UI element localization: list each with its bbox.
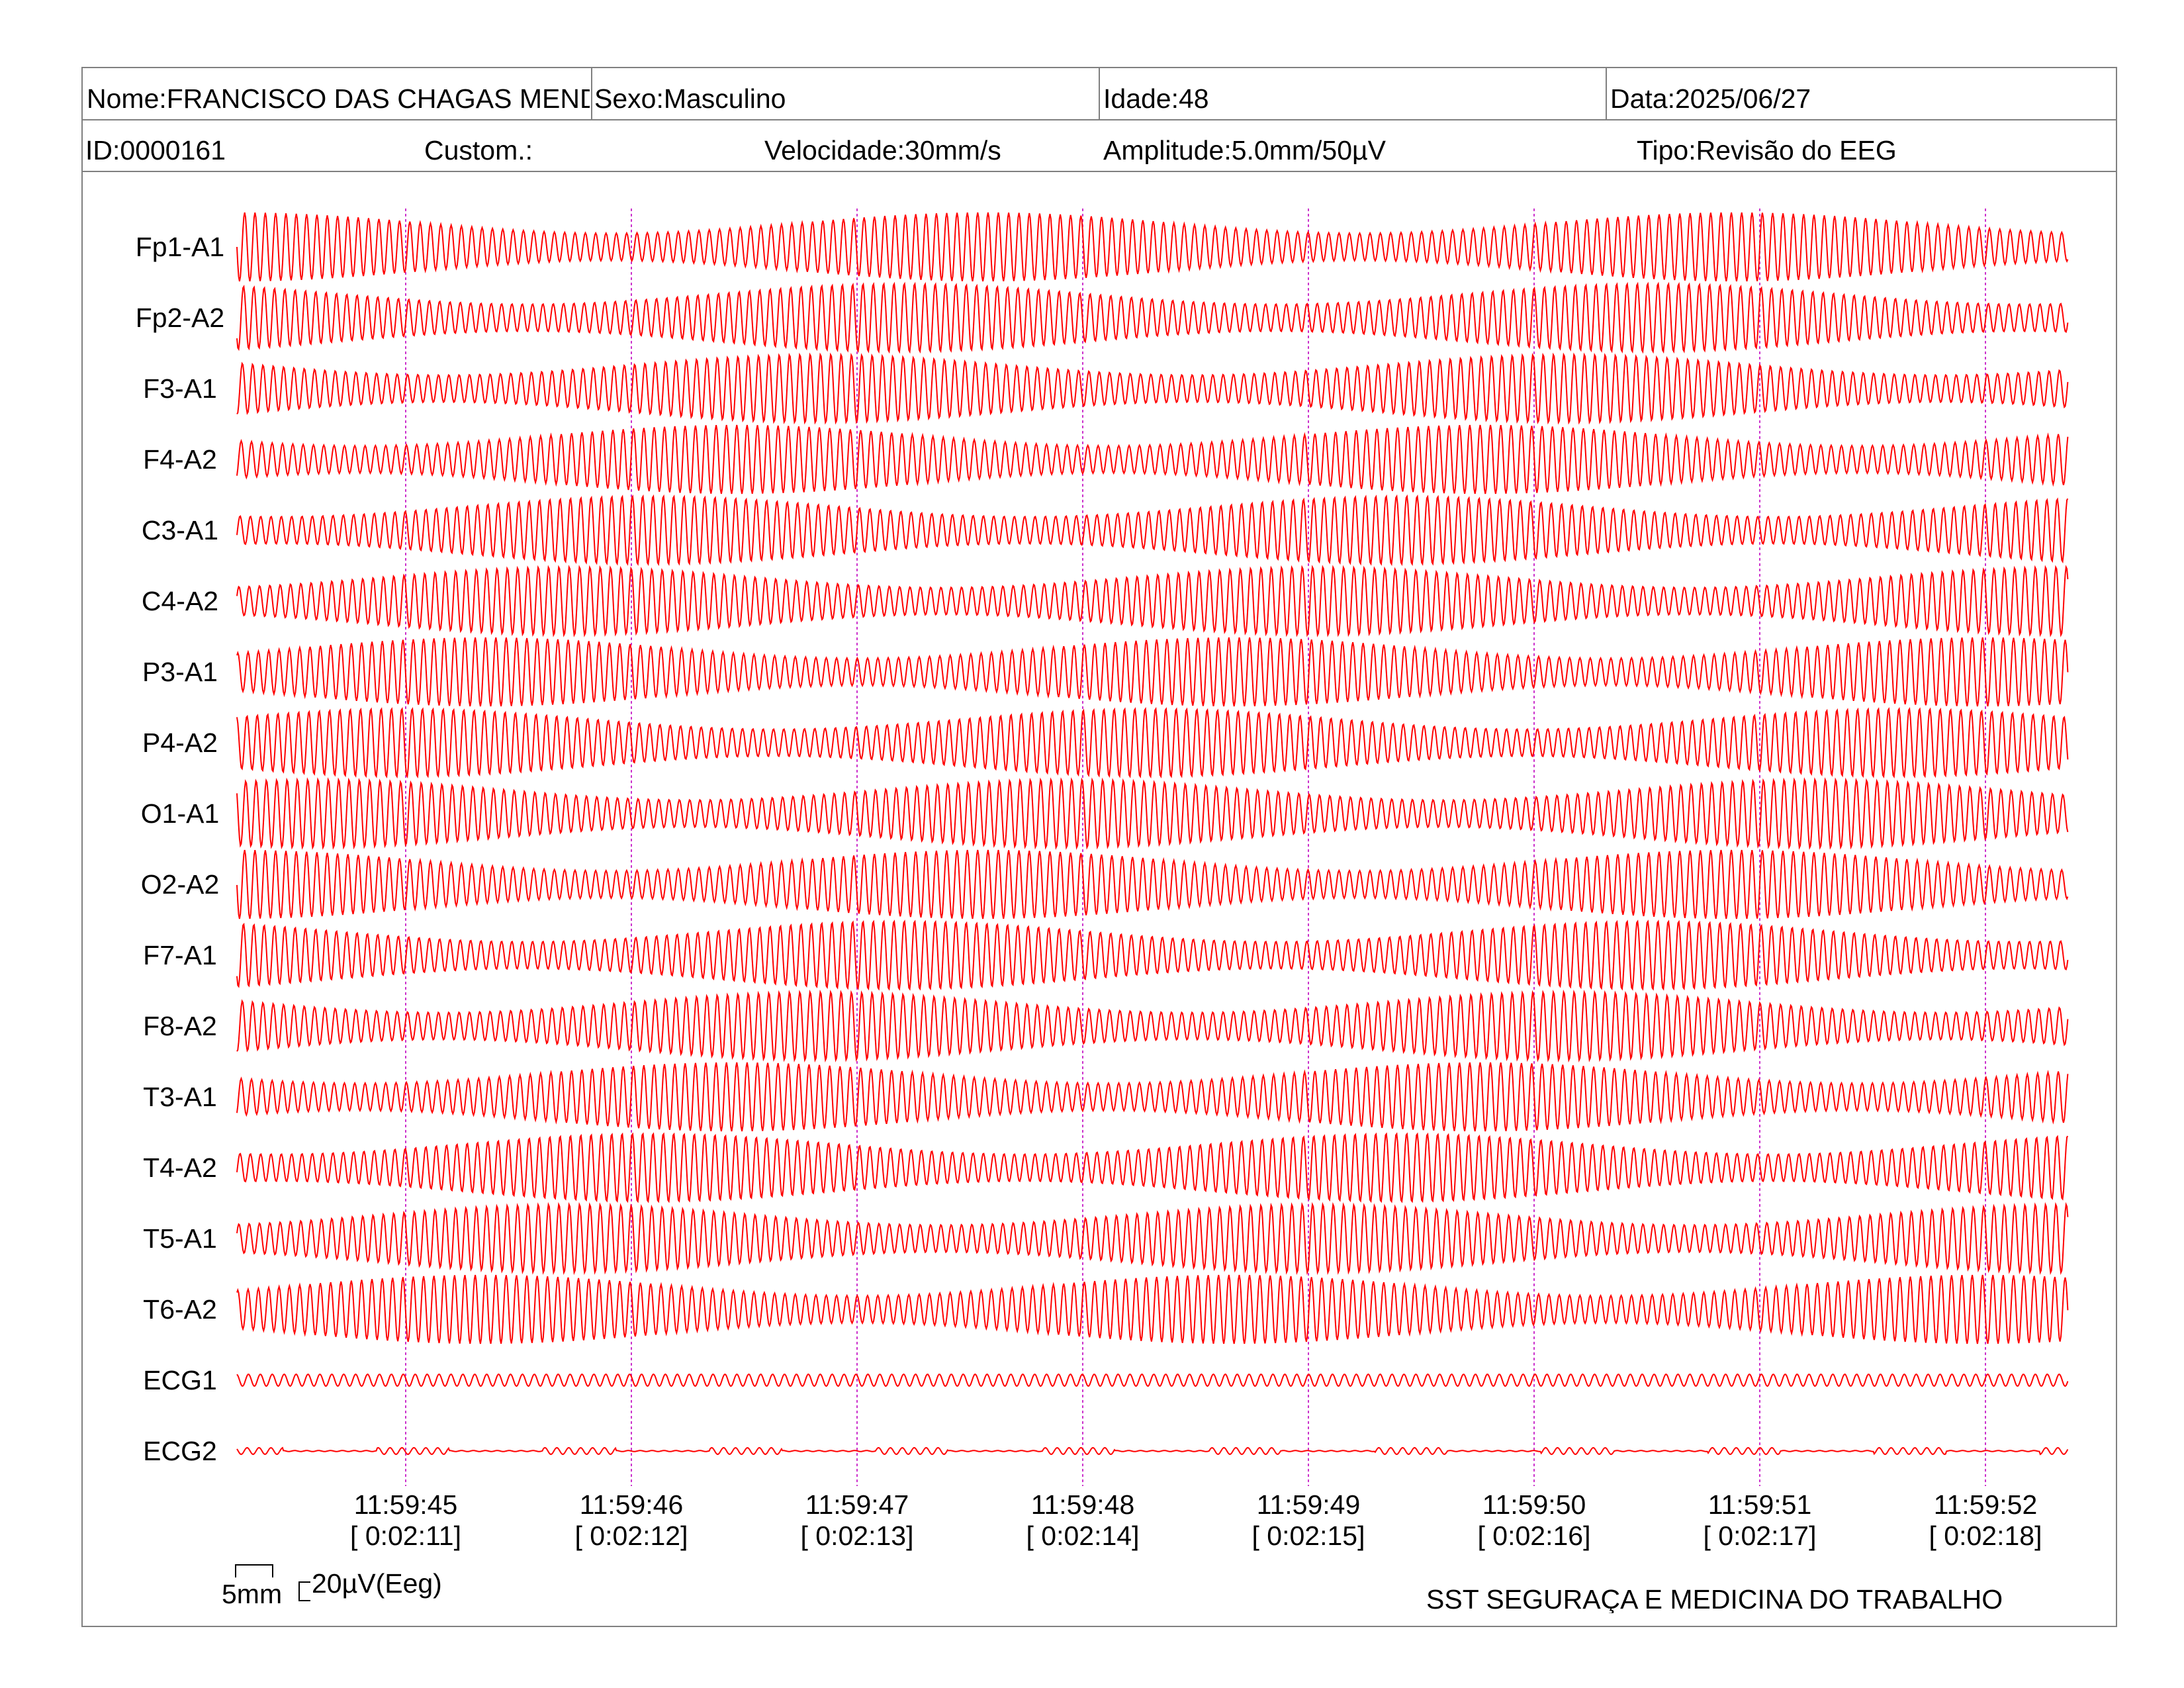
amplitude-scale-bar	[298, 1581, 310, 1601]
clock-time: 11:59:49	[1256, 1489, 1361, 1520]
channel-trace	[236, 212, 2069, 282]
channel-label: F3-A1	[143, 373, 217, 404]
time-scale-label: 5mm	[222, 1579, 283, 1609]
header-col-divider	[1099, 67, 1100, 120]
channel-trace	[236, 989, 2069, 1063]
channel-label: O2-A2	[140, 869, 220, 900]
time-mark-label: 11:59:50[ 0:02:16]	[1448, 1489, 1620, 1552]
time-scale-bar	[235, 1564, 273, 1577]
channel-label: O1-A1	[140, 798, 220, 829]
channel-trace	[236, 1446, 2069, 1456]
time-mark-label: 11:59:52[ 0:02:18]	[1899, 1489, 2071, 1552]
channel-label: F7-A1	[143, 940, 217, 970]
channel-label: T6-A2	[143, 1294, 217, 1325]
patient-age: Idade:48	[1103, 85, 1209, 113]
time-mark-label: 11:59:48[ 0:02:14]	[997, 1489, 1169, 1552]
channel-trace	[236, 849, 2069, 919]
clinic-name: SST SEGURAÇA E MEDICINA DO TRABALHO	[1426, 1586, 2003, 1613]
channel-label: C4-A2	[141, 586, 219, 616]
amplitude-scale-label: 20µV(Eeg)	[312, 1568, 442, 1599]
elapsed-time: [ 0:02:16]	[1477, 1521, 1591, 1552]
channel-label: ECG2	[143, 1436, 217, 1466]
channel-label: P3-A1	[142, 657, 218, 687]
clock-time: 11:59:47	[805, 1489, 909, 1520]
channel-trace	[236, 494, 2069, 567]
channel-trace	[236, 1201, 2069, 1276]
channel-label: C3-A1	[141, 515, 219, 545]
patient-name: Nome:FRANCISCO DAS CHAGAS MENDES	[87, 85, 590, 113]
elapsed-time: [ 0:02:12]	[574, 1521, 688, 1552]
channel-trace	[236, 1132, 2069, 1203]
patient-sex: Sexo:Masculino	[594, 85, 786, 113]
elapsed-time: [ 0:02:15]	[1251, 1521, 1365, 1552]
channel-label: Fp1-A1	[135, 232, 225, 262]
time-mark-label: 11:59:49[ 0:02:15]	[1222, 1489, 1394, 1552]
channel-label: T4-A2	[143, 1152, 217, 1183]
channel-label: ECG1	[143, 1365, 217, 1395]
clock-time: 11:59:50	[1482, 1489, 1586, 1520]
header-col-divider	[1606, 67, 1607, 120]
time-mark-label: 11:59:46[ 0:02:12]	[545, 1489, 717, 1552]
time-mark-label: 11:59:45[ 0:02:11]	[320, 1489, 492, 1552]
channel-trace	[236, 281, 2069, 354]
exam-type: Tipo:Revisão do EEG	[1637, 137, 1897, 164]
time-mark-label: 11:59:51[ 0:02:17]	[1674, 1489, 1846, 1552]
clock-time: 11:59:52	[1933, 1489, 2038, 1520]
header-col-divider	[591, 67, 592, 120]
clock-time: 11:59:46	[579, 1489, 684, 1520]
header-divider-1	[81, 119, 2117, 120]
channel-label: T5-A1	[143, 1223, 217, 1254]
channel-trace	[236, 1274, 2069, 1344]
header-divider-2	[81, 171, 2117, 172]
elapsed-time: [ 0:02:18]	[1929, 1521, 2042, 1552]
channel-label: F8-A2	[143, 1011, 217, 1041]
patient-id: ID:0000161	[85, 137, 226, 164]
channel-label: Fp2-A2	[135, 303, 225, 333]
time-mark-label: 11:59:47[ 0:02:13]	[771, 1489, 943, 1552]
channel-trace	[236, 424, 2069, 494]
amplitude: Amplitude:5.0mm/50µV	[1103, 137, 1386, 164]
channel-trace	[236, 637, 2069, 707]
channel-trace	[236, 1062, 2069, 1132]
channel-trace	[236, 919, 2069, 991]
channel-trace	[236, 565, 2069, 637]
elapsed-time: [ 0:02:14]	[1026, 1521, 1140, 1552]
elapsed-time: [ 0:02:13]	[800, 1521, 914, 1552]
exam-date: Data:2025/06/27	[1610, 85, 1811, 113]
clock-time: 11:59:48	[1030, 1489, 1135, 1520]
channel-trace	[236, 707, 2069, 778]
clock-time: 11:59:45	[353, 1489, 458, 1520]
channel-label: P4-A2	[142, 727, 218, 758]
channel-trace	[236, 1373, 2069, 1387]
channel-trace	[236, 352, 2069, 425]
custom-field: Custom.:	[424, 137, 533, 164]
elapsed-time: [ 0:02:11]	[350, 1521, 461, 1552]
speed: Velocidade:30mm/s	[764, 137, 1001, 164]
channel-trace	[236, 777, 2069, 850]
channel-label: T3-A1	[143, 1082, 217, 1112]
channel-label: F4-A2	[143, 444, 217, 475]
elapsed-time: [ 0:02:17]	[1703, 1521, 1817, 1552]
clock-time: 11:59:51	[1707, 1489, 1812, 1520]
